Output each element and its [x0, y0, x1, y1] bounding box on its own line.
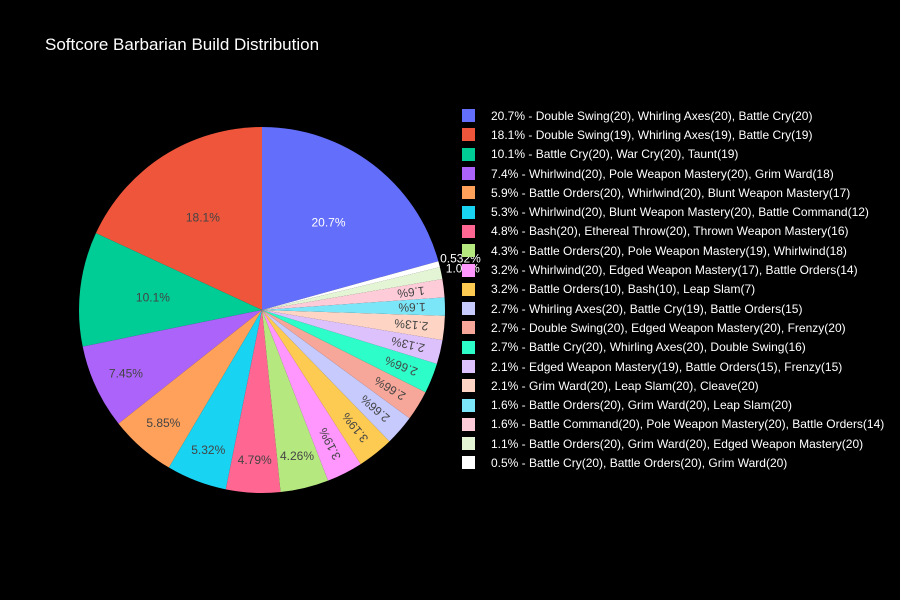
- pie-slice[interactable]: [262, 310, 390, 465]
- legend-item[interactable]: 2.7% - Whirling Axes(20), Battle Cry(19)…: [462, 299, 884, 318]
- slice-label: 5.32%: [191, 443, 225, 457]
- legend-item[interactable]: 20.7% - Double Swing(20), Whirling Axes(…: [462, 106, 884, 125]
- pie-slice[interactable]: [262, 267, 443, 310]
- legend-item[interactable]: 1.6% - Battle Command(20), Pole Weapon M…: [462, 415, 884, 434]
- legend-label: 2.7% - Battle Cry(20), Whirling Axes(20)…: [491, 340, 806, 355]
- pie-slice[interactable]: [262, 310, 426, 419]
- legend-item[interactable]: 2.7% - Battle Cry(20), Whirling Axes(20)…: [462, 338, 884, 357]
- legend-item[interactable]: 4.3% - Battle Orders(20), Pole Weapon Ma…: [462, 241, 884, 260]
- legend-item[interactable]: 1.1% - Battle Orders(20), Grim Ward(20),…: [462, 434, 884, 453]
- pie-slice[interactable]: [79, 233, 263, 347]
- slice-label: 2.13%: [393, 316, 429, 333]
- pie-slice[interactable]: [262, 297, 445, 316]
- legend-label: 3.2% - Battle Orders(10), Bash(10), Leap…: [491, 282, 756, 297]
- legend-item[interactable]: 7.4% - Whirlwind(20), Pole Weapon Master…: [462, 164, 884, 183]
- legend-label: 4.8% - Bash(20), Ethereal Throw(20), Thr…: [491, 224, 849, 239]
- slice-label: 10.1%: [136, 290, 170, 304]
- legend-item[interactable]: 2.7% - Double Swing(20), Edged Weapon Ma…: [462, 318, 884, 337]
- pie-slice[interactable]: [262, 310, 329, 493]
- slice-label: 18.1%: [186, 210, 220, 224]
- legend-label: 10.1% - Battle Cry(20), War Cry(20), Tau…: [491, 147, 739, 162]
- legend-swatch-icon: [462, 263, 475, 277]
- pie-slice[interactable]: [262, 127, 439, 310]
- legend-item[interactable]: 2.1% - Edged Weapon Mastery(19), Battle …: [462, 357, 884, 376]
- legend-swatch-icon: [462, 147, 475, 161]
- pie-slice[interactable]: [225, 310, 281, 493]
- legend-label: 1.1% - Battle Orders(20), Grim Ward(20),…: [491, 436, 864, 451]
- pie-slice[interactable]: [168, 310, 262, 490]
- legend-label: 5.9% - Battle Orders(20), Whirlwind(20),…: [491, 185, 851, 200]
- legend-swatch-icon: [462, 282, 475, 296]
- legend-item[interactable]: 5.3% - Whirlwind(20), Blunt Weapon Maste…: [462, 202, 884, 221]
- pie-slice[interactable]: [262, 310, 445, 341]
- chart-title: Softcore Barbarian Build Distribution: [45, 35, 320, 54]
- slice-label: 1.6%: [396, 284, 425, 301]
- legend-label: 2.1% - Edged Weapon Mastery(19), Battle …: [491, 359, 843, 374]
- pie-slice[interactable]: [262, 310, 361, 481]
- legend-swatch-icon: [462, 109, 475, 123]
- legend-swatch-icon: [462, 128, 475, 142]
- legend-item[interactable]: 3.2% - Battle Orders(10), Bash(10), Leap…: [462, 280, 884, 299]
- pie-slice[interactable]: [262, 310, 437, 393]
- legend-item[interactable]: 2.1% - Grim Ward(20), Leap Slam(20), Cle…: [462, 376, 884, 395]
- slice-label: 4.26%: [280, 449, 314, 463]
- legend-label: 4.3% - Battle Orders(20), Pole Weapon Ma…: [491, 243, 847, 258]
- legend-swatch-icon: [462, 340, 475, 354]
- pie-slice[interactable]: [82, 310, 262, 424]
- legend-label: 3.2% - Whirlwind(20), Edged Weapon Maste…: [491, 263, 858, 278]
- pie-slice[interactable]: [118, 310, 263, 468]
- legend-swatch-icon: [462, 398, 475, 412]
- legend-label: 2.7% - Double Swing(20), Edged Weapon Ma…: [491, 320, 846, 335]
- legend-swatch-icon: [462, 437, 475, 451]
- legend-item[interactable]: 3.2% - Whirlwind(20), Edged Weapon Maste…: [462, 260, 884, 279]
- legend-label: 0.5% - Battle Cry(20), Battle Orders(20)…: [491, 455, 788, 470]
- legend-swatch-icon: [462, 186, 475, 200]
- legend-swatch-icon: [462, 167, 475, 181]
- legend-item[interactable]: 1.6% - Battle Orders(20), Grim Ward(20),…: [462, 395, 884, 414]
- legend-label: 20.7% - Double Swing(20), Whirling Axes(…: [491, 108, 813, 123]
- legend-swatch-icon: [462, 205, 475, 219]
- legend-label: 7.4% - Whirlwind(20), Pole Weapon Master…: [491, 166, 834, 181]
- legend-label: 18.1% - Double Swing(19), Whirling Axes(…: [491, 127, 813, 142]
- legend-swatch-icon: [462, 321, 475, 335]
- legend-swatch-icon: [462, 379, 475, 393]
- legend-item[interactable]: 18.1% - Double Swing(19), Whirling Axes(…: [462, 125, 884, 144]
- legend-item[interactable]: 10.1% - Battle Cry(20), War Cry(20), Tau…: [462, 145, 884, 164]
- legend-swatch-icon: [462, 302, 475, 316]
- legend-label: 1.6% - Battle Command(20), Pole Weapon M…: [491, 417, 885, 432]
- pie-slice[interactable]: [262, 310, 410, 442]
- legend-item[interactable]: 0.5% - Battle Cry(20), Battle Orders(20)…: [462, 453, 884, 472]
- slice-label: 1.6%: [398, 300, 426, 315]
- legend-label: 1.6% - Battle Orders(20), Grim Ward(20),…: [491, 398, 792, 413]
- slice-label: 5.85%: [146, 416, 180, 430]
- pie-slice[interactable]: [95, 126, 262, 310]
- legend-swatch-icon: [462, 224, 475, 238]
- legend-label: 2.7% - Whirling Axes(20), Battle Cry(19)…: [491, 301, 803, 316]
- legend-swatch-icon: [462, 456, 475, 470]
- pie-slice[interactable]: [262, 279, 445, 310]
- slice-label: 4.79%: [238, 453, 272, 467]
- legend-label: 5.3% - Whirlwind(20), Blunt Weapon Maste…: [491, 205, 869, 220]
- legend-swatch-icon: [462, 417, 475, 431]
- legend-swatch-icon: [462, 244, 475, 258]
- pie-slice[interactable]: [262, 310, 443, 364]
- slice-label: 7.45%: [109, 366, 143, 380]
- pie-slice[interactable]: [262, 261, 440, 310]
- legend-swatch-icon: [462, 360, 475, 373]
- pie-slices: [79, 126, 445, 493]
- legend-item[interactable]: 5.9% - Battle Orders(20), Whirlwind(20),…: [462, 183, 884, 202]
- legend: 20.7% - Double Swing(20), Whirling Axes(…: [462, 106, 884, 473]
- legend-label: 2.1% - Grim Ward(20), Leap Slam(20), Cle…: [491, 378, 759, 393]
- legend-item[interactable]: 4.8% - Bash(20), Ethereal Throw(20), Thr…: [462, 222, 884, 241]
- slice-label: 20.7%: [311, 216, 345, 230]
